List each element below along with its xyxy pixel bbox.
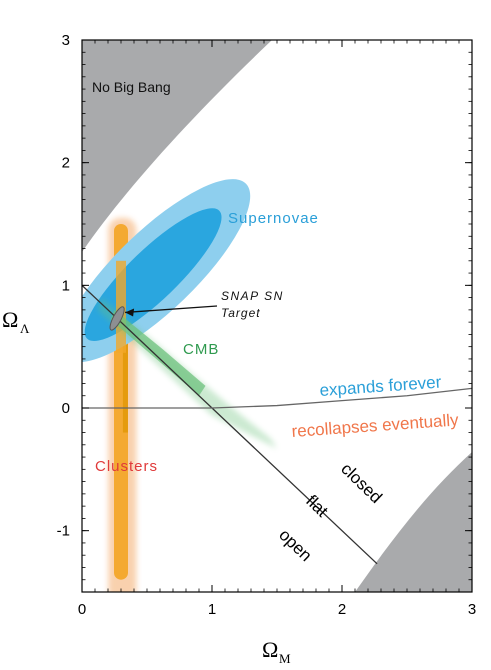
recollapses-eventually-label: recollapses eventually	[291, 410, 460, 441]
clusters-core-band	[122, 291, 128, 433]
snap-target-arrowhead	[125, 308, 135, 317]
snap-target-contour	[109, 306, 125, 331]
y-axis-title: Ω Λ	[2, 307, 30, 336]
x-tick-label: 1	[208, 601, 216, 618]
expands-forever-label: expands forever	[319, 373, 442, 400]
snap-target-label-line1: SNAP SN	[221, 289, 284, 303]
cmb-inner-contour	[110, 309, 206, 396]
axis-ticks: 0 1 2 3 -1 0 1 2 3	[57, 32, 477, 618]
clusters-label: Clusters	[95, 458, 158, 475]
plot-area	[82, 40, 472, 592]
y-axis-title-sub: Λ	[20, 321, 30, 336]
cmb-label: CMB	[183, 341, 219, 358]
no-big-bang-label: No Big Bang	[92, 79, 171, 95]
flat-universe-line	[82, 284, 378, 565]
y-axis-title-main: Ω	[2, 307, 18, 332]
y-tick-label: -1	[57, 523, 70, 540]
y-tick-label: 2	[62, 155, 70, 172]
no-big-bang-region	[82, 40, 272, 252]
expansion-boundary-line	[82, 387, 472, 409]
y-tick-label: 0	[62, 400, 70, 417]
lower-right-region	[355, 452, 472, 592]
snap-target-label-line2: Target	[221, 306, 261, 320]
x-axis-title: Ω M	[262, 637, 291, 666]
y-tick-label: 1	[62, 277, 70, 294]
x-tick-label: 0	[78, 601, 86, 618]
x-tick-label: 3	[468, 601, 476, 618]
snap-target-label: SNAP SN Target	[221, 289, 284, 320]
supernovae-label: Supernovae	[228, 210, 319, 227]
x-axis-title-main: Ω	[262, 637, 278, 662]
x-tick-label: 2	[338, 601, 346, 618]
snap-target-arrow-line	[125, 305, 218, 314]
closed-label: closed	[337, 459, 386, 507]
y-tick-label: 3	[62, 32, 70, 49]
open-label: open	[275, 525, 315, 565]
x-axis-title-sub: M	[279, 651, 291, 666]
